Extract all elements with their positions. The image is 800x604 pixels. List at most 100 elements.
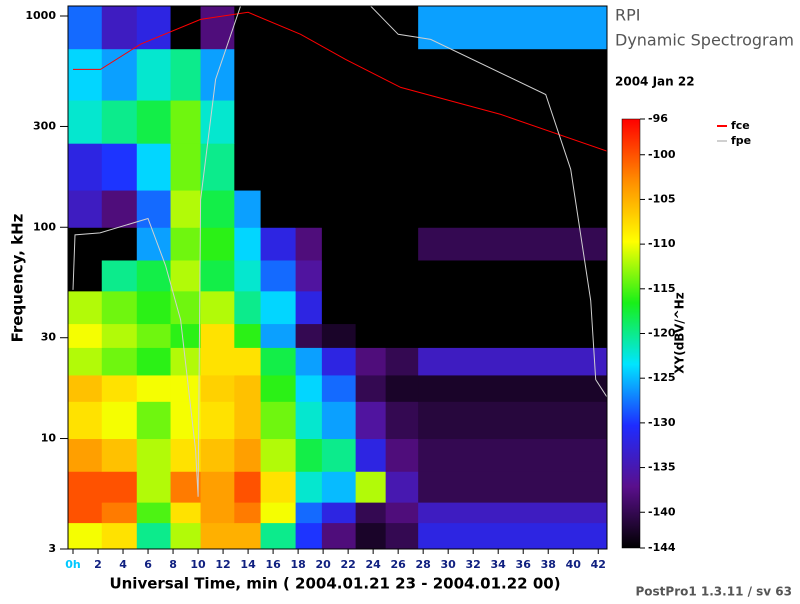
heatmap-cell bbox=[295, 100, 323, 144]
heatmap-cell bbox=[101, 347, 138, 376]
footer: PostPro1 1.3.11 / sv 63 bbox=[636, 585, 793, 599]
heatmap-cell bbox=[234, 143, 262, 191]
x-tick-label: 10 bbox=[190, 558, 206, 571]
chart-title: RPI bbox=[615, 6, 640, 25]
colorbar-tick-label: -115 bbox=[648, 282, 676, 295]
heatmap-cell bbox=[101, 48, 138, 101]
heatmap-cell bbox=[355, 6, 387, 50]
lines bbox=[72, 6, 607, 497]
heatmap-cell bbox=[385, 100, 419, 144]
heatmap-cell bbox=[170, 6, 202, 50]
heatmap-cell bbox=[170, 522, 202, 549]
heatmap-cell bbox=[260, 6, 297, 50]
heatmap-cell bbox=[321, 227, 357, 261]
heatmap-cell bbox=[68, 401, 103, 440]
heatmap-cell bbox=[260, 374, 297, 402]
heatmap-cell bbox=[385, 374, 419, 402]
heatmap-cell bbox=[355, 347, 387, 376]
heatmap-cell bbox=[170, 259, 202, 292]
heatmap-cell bbox=[136, 6, 172, 50]
heatmap-cell bbox=[295, 438, 323, 472]
colorbar-tick-label: -100 bbox=[648, 148, 676, 161]
heatmap-cell bbox=[295, 259, 323, 292]
heatmap-cell bbox=[355, 227, 387, 261]
heatmap-cell bbox=[295, 502, 323, 524]
heatmap-cell bbox=[295, 6, 323, 50]
heatmap-cell bbox=[200, 374, 235, 402]
heatmap-cell bbox=[101, 471, 138, 503]
heatmap-cell bbox=[101, 227, 138, 261]
x-tick-label: 12 bbox=[215, 558, 230, 571]
heatmap-cell bbox=[200, 290, 235, 325]
heatmap-cell bbox=[418, 190, 607, 228]
x-tick-label: 14 bbox=[240, 558, 256, 571]
heatmap-cell bbox=[418, 259, 607, 292]
heatmap-cell bbox=[321, 502, 357, 524]
heatmap-cell bbox=[200, 347, 235, 376]
heatmap-cell bbox=[355, 143, 387, 191]
x-tick-label: 2 bbox=[94, 558, 102, 571]
heatmap-cell bbox=[200, 522, 235, 549]
x-tick-label: 22 bbox=[340, 558, 355, 571]
x-axis-label: Universal Time, min ( 2004.01.21 23 - 20… bbox=[109, 575, 560, 593]
heatmap-cell bbox=[260, 502, 297, 524]
heatmap-cell bbox=[321, 48, 357, 101]
heatmap-cell bbox=[101, 374, 138, 402]
x-tick-label: 6 bbox=[144, 558, 152, 571]
heatmap-cell bbox=[295, 227, 323, 261]
heatmap-cell bbox=[136, 48, 172, 101]
y-tick-label: 300 bbox=[33, 119, 56, 132]
heatmap-cell bbox=[385, 323, 419, 348]
heatmap-cell bbox=[385, 227, 419, 261]
heatmap-cell bbox=[136, 190, 172, 228]
heatmap-cell bbox=[68, 290, 103, 325]
heatmap-cell bbox=[418, 502, 607, 524]
heatmap-cell bbox=[200, 143, 235, 191]
heatmap-cell bbox=[200, 100, 235, 144]
heatmap-cell bbox=[260, 100, 297, 144]
y-tick-label: 10 bbox=[41, 432, 57, 445]
heatmap-cell bbox=[170, 401, 202, 440]
heatmap-cell bbox=[101, 323, 138, 348]
heatmap-cell bbox=[295, 374, 323, 402]
colorbar-tick-label: -96 bbox=[648, 112, 668, 125]
heatmap-cell bbox=[321, 522, 357, 549]
heatmap-cell bbox=[170, 190, 202, 228]
heatmap-cell bbox=[260, 227, 297, 261]
heatmap-cell bbox=[295, 401, 323, 440]
heatmap-cell bbox=[136, 471, 172, 503]
heatmap-cell bbox=[321, 471, 357, 503]
heatmap-cell bbox=[234, 323, 262, 348]
heatmap-cell bbox=[234, 259, 262, 292]
heatmap-cell bbox=[101, 143, 138, 191]
heatmap-cell bbox=[385, 502, 419, 524]
heatmap-cell bbox=[101, 438, 138, 472]
heatmap-cell bbox=[355, 290, 387, 325]
heatmap-cell bbox=[101, 100, 138, 144]
heatmap-cell bbox=[321, 259, 357, 292]
heatmap-cell bbox=[321, 290, 357, 325]
heatmap-cell bbox=[321, 374, 357, 402]
heatmap-cell bbox=[68, 347, 103, 376]
heatmap-cell bbox=[260, 522, 297, 549]
heatmap-cell bbox=[170, 100, 202, 144]
heatmap-cell bbox=[170, 502, 202, 524]
heatmap-cell bbox=[385, 522, 419, 549]
heatmap-cell bbox=[418, 6, 607, 50]
heatmap-cell bbox=[295, 48, 323, 101]
heatmap-cell bbox=[68, 48, 103, 101]
heatmap-cell bbox=[418, 438, 607, 472]
heatmap-cell bbox=[200, 190, 235, 228]
heatmap-cell bbox=[260, 48, 297, 101]
colorbar-label: XY(dBV/^Hz bbox=[673, 292, 687, 373]
heatmap-cell bbox=[68, 323, 103, 348]
heatmap-cell bbox=[385, 290, 419, 325]
heatmap-cell bbox=[321, 401, 357, 440]
heatmap-cell bbox=[101, 290, 138, 325]
date-label: 2004 Jan 22 bbox=[615, 75, 695, 89]
heatmap-cell bbox=[418, 290, 607, 325]
heatmap-cell bbox=[234, 100, 262, 144]
heatmap-cell bbox=[234, 502, 262, 524]
heatmap-cell bbox=[355, 522, 387, 549]
